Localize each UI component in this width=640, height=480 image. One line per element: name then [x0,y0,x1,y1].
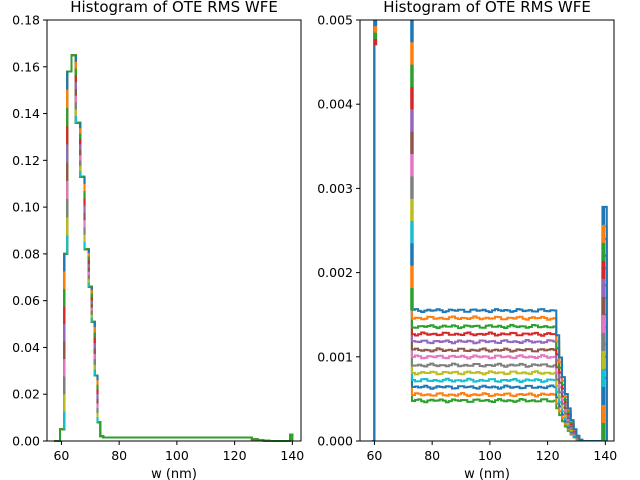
right-x-tick-label: 60 [366,448,382,463]
right-clipped-series [372,20,608,441]
right-y-ticks: 0.000 0.001 0.002 0.003 0.004 0.005 [317,13,360,449]
right-y-tick-label: 0.002 [317,265,353,280]
left-x-tick-label: 100 [165,448,189,463]
left-x-tick-label: 120 [223,448,247,463]
left-x-ticks: 60 80 100 120 140 [53,441,304,463]
right-histogram-panel: 60 80 100 120 140 0.0000.0010.0020.0030.0040… [317,0,617,480]
right-y-tick-label: 0.001 [317,349,353,364]
right-x-tick-label: 80 [424,448,440,463]
right-plot-area [360,20,614,441]
left-x-tick-label: 140 [280,448,304,463]
right-x-tick-label: 120 [536,448,560,463]
left-x-tick-label: 60 [53,448,69,463]
right-series-step-line [372,20,608,441]
left-y-tick-label: 0.12 [12,153,40,168]
right-series-step-line [372,20,608,441]
right-x-tick-label: 100 [478,448,502,463]
right-series-step-line [372,20,608,441]
left-y-tick-label: 0.08 [12,246,40,261]
right-series-step-line [372,20,608,441]
left-y-tick-label: 0.10 [12,200,40,215]
right-y-tick-label: 0.005 [317,13,353,28]
right-series-step-line [372,20,608,441]
left-histogram-panel: 60 80 100 120 140 0.000.020.040.060.080.100.… [12,0,304,480]
right-y-tick-label: 0.000 [317,434,353,449]
left-x-tick-label: 80 [111,448,127,463]
right-series-step-line [372,20,608,441]
right-y-tick-label: 0.003 [317,181,353,196]
right-histogram-series [372,20,608,441]
right-y-tick-label: 0.004 [317,97,353,112]
left-y-tick-label: 0.06 [12,293,40,308]
left-y-tick-label: 0.14 [12,106,40,121]
right-series-step-line [372,20,608,441]
left-y-tick-label: 0.18 [12,13,40,28]
left-y-tick-label: 0.04 [12,340,40,355]
left-plot-area [47,20,301,441]
left-y-tick-label: 0.16 [12,59,40,74]
right-x-axis-label: w (nm) [464,467,510,480]
left-y-ticks: 0.00 0.02 0.04 0.06 0.08 0.10 0.12 0.14 0.16 0.18 [12,13,47,449]
right-x-ticks: 60 80 100 120 140 [366,441,617,463]
left-y-tick-label: 0.02 [12,387,40,402]
right-series-step-line [372,20,608,441]
left-y-tick-label: 0.00 [12,434,40,449]
right-series-step-line [372,20,608,441]
right-chart-title: Histogram of OTE RMS WFE [383,0,591,16]
right-series-step-line [372,20,608,441]
right-plot-frame [359,19,615,442]
left-plot-frame [46,19,302,442]
right-x-tick-label: 140 [593,448,617,463]
left-chart-title: Histogram of OTE RMS WFE [70,0,278,16]
right-series-step-line [372,20,608,441]
left-x-axis-label: w (nm) [151,467,197,480]
